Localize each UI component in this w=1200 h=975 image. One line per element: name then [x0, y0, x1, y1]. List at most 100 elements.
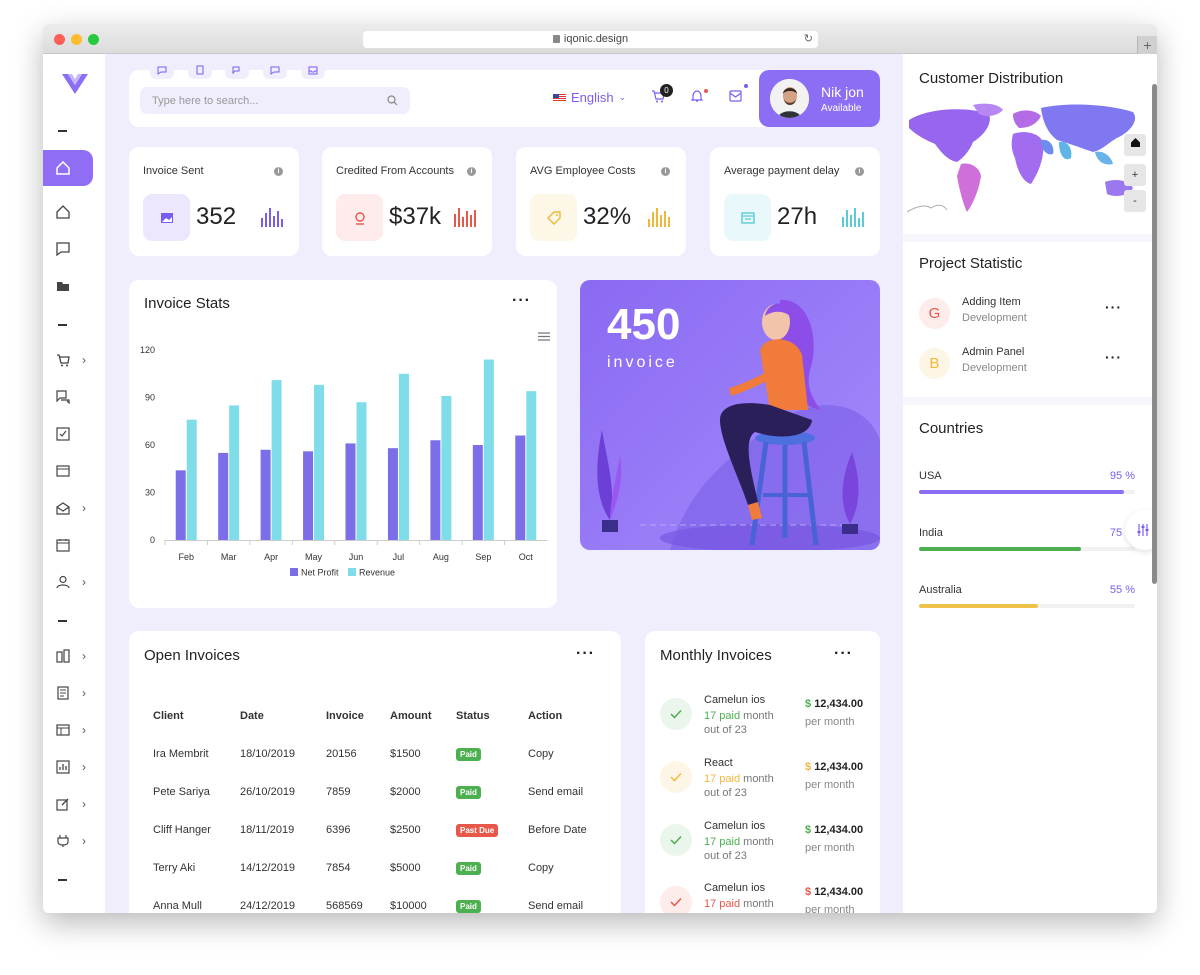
column-header-amount[interactable]: Amount — [390, 710, 432, 722]
sidebar-item-plugins[interactable]: › — [43, 823, 105, 859]
sidebar-item-shop[interactable]: › — [43, 342, 105, 378]
chart-menu-icon[interactable] — [538, 332, 550, 341]
sidebar-item-messages[interactable] — [43, 379, 105, 415]
new-tab-button[interactable]: + — [1137, 36, 1157, 54]
search-input[interactable] — [140, 87, 370, 114]
address-bar[interactable]: iqonic.design ↻ — [363, 31, 818, 48]
map-home-button[interactable] — [1124, 134, 1146, 156]
bell-icon[interactable] — [691, 90, 703, 103]
stat-card-employee-costs: AVG Employee Costs i 32% — [516, 147, 686, 256]
list-item[interactable]: Camelun ios 17 paid month $ 12,434.00 pe… — [660, 882, 870, 913]
list-item[interactable]: Camelun ios 17 paid month out of 23 $ 12… — [660, 694, 870, 754]
check-icon — [660, 698, 692, 730]
sidebar-item-tables[interactable]: › — [43, 712, 105, 748]
amount-value: 12,434.00 — [814, 761, 864, 773]
sidebar-item-dashboard[interactable] — [43, 150, 105, 186]
settings-toggle-button[interactable] — [1125, 510, 1157, 550]
cell-action[interactable]: Send email — [528, 786, 584, 798]
bar-net-profit — [218, 452, 229, 540]
progress-track — [919, 604, 1135, 608]
quick-link-inbox[interactable] — [301, 61, 325, 79]
column-header-status[interactable]: Status — [456, 710, 490, 722]
info-icon[interactable]: i — [855, 167, 864, 176]
image-icon — [160, 212, 173, 223]
sidebar-item-user[interactable]: › — [43, 564, 105, 600]
language-selector[interactable]: English ⌄ — [553, 90, 626, 105]
quick-link-chat[interactable] — [150, 61, 174, 79]
world-map[interactable] — [907, 100, 1147, 220]
more-options-icon[interactable]: ··· — [1105, 299, 1122, 315]
reload-icon[interactable]: ↻ — [803, 33, 813, 45]
info-icon[interactable]: i — [467, 167, 476, 176]
column-header-action[interactable]: Action — [528, 710, 563, 722]
list-item[interactable]: React 17 paid month out of 23 $ 12,434.0… — [660, 757, 870, 817]
stat-icon-box — [724, 194, 771, 241]
bar-net-profit — [387, 448, 398, 540]
chevron-right-icon: › — [82, 834, 86, 848]
quick-link-document[interactable] — [188, 61, 212, 79]
project-item[interactable]: B Admin Panel Development ··· — [919, 344, 1139, 384]
minimize-window-button[interactable] — [71, 34, 82, 45]
cell-date: 26/10/2019 — [240, 786, 296, 798]
info-icon[interactable]: i — [661, 167, 670, 176]
more-options-icon[interactable]: ··· — [834, 645, 853, 662]
stat-card-payment-delay: Average payment delay i 27h — [710, 147, 880, 256]
sidebar-item-forms[interactable]: › — [43, 675, 105, 711]
more-options-icon[interactable]: ··· — [1105, 349, 1122, 365]
sidebar-item-calendar[interactable] — [43, 527, 105, 563]
sidebar-item-ui[interactable]: › — [43, 638, 105, 674]
column-header-date[interactable]: Date — [240, 710, 264, 722]
column-header-invoice[interactable]: Invoice — [326, 710, 364, 722]
more-options-icon[interactable]: ··· — [512, 292, 531, 309]
project-item[interactable]: G Adding Item Development ··· — [919, 294, 1139, 334]
close-window-button[interactable] — [54, 34, 65, 45]
section-divider — [903, 397, 1157, 405]
more-options-icon[interactable]: ··· — [576, 645, 595, 662]
map-zoom-in-button[interactable]: + — [1124, 164, 1146, 186]
stat-title: Invoice Sent — [143, 165, 204, 177]
x-tick-label: Jun — [349, 552, 364, 562]
table-icon — [56, 724, 70, 736]
profile-button[interactable]: Nik jon Available — [759, 70, 880, 127]
amount-value: 12,434.00 — [814, 698, 864, 710]
list-item[interactable]: Camelun ios 17 paid month out of 23 $ 12… — [660, 820, 870, 880]
sidebar-item-icons[interactable]: › — [43, 786, 105, 822]
cell-client: Pete Sariya — [153, 786, 210, 798]
info-icon[interactable]: i — [274, 167, 283, 176]
bar-net-profit — [345, 443, 356, 540]
page-viewport: › › › › — [43, 54, 1157, 913]
promo-number: 450 — [607, 300, 681, 349]
cell-action[interactable]: Before Date — [528, 824, 587, 836]
quick-link-comment[interactable] — [263, 61, 287, 79]
maximize-window-button[interactable] — [88, 34, 99, 45]
mail-dot — [744, 84, 748, 88]
top-header: English ⌄ 0 Nik jon — [129, 61, 880, 127]
sidebar-item-home[interactable] — [43, 194, 105, 230]
status-badge: Paid — [456, 899, 481, 913]
mini-bars-icon — [648, 208, 670, 227]
y-tick-label: 90 — [145, 393, 155, 403]
sidebar-item-files[interactable] — [43, 268, 105, 304]
cell-client: Cliff Hanger — [153, 824, 211, 836]
map-zoom-out-button[interactable]: - — [1124, 190, 1146, 212]
sidebar-item-chat[interactable] — [43, 231, 105, 267]
cell-invoice: 7859 — [326, 786, 351, 798]
profile-name: Nik jon — [821, 84, 864, 100]
quick-link-messages[interactable] — [225, 61, 249, 79]
sidebar-item-cards[interactable] — [43, 453, 105, 489]
sidebar-item-todo[interactable] — [43, 416, 105, 452]
mail-icon[interactable] — [729, 90, 742, 102]
sidebar-item-mail[interactable]: › — [43, 490, 105, 526]
column-header-client[interactable]: Client — [153, 710, 184, 722]
search-icon[interactable] — [387, 95, 398, 106]
legend-label: Net Profit — [301, 568, 339, 578]
home-icon — [1130, 138, 1140, 147]
cell-action[interactable]: Copy — [528, 748, 554, 760]
page-scrollbar[interactable] — [1152, 84, 1157, 584]
cell-action[interactable]: Copy — [528, 862, 554, 874]
sidebar-item-charts[interactable]: › — [43, 749, 105, 785]
search-box — [140, 87, 410, 114]
cell-amount: $1500 — [390, 748, 421, 760]
item-amount: $ 12,434.00 — [805, 698, 863, 710]
cell-action[interactable]: Send email — [528, 900, 584, 912]
